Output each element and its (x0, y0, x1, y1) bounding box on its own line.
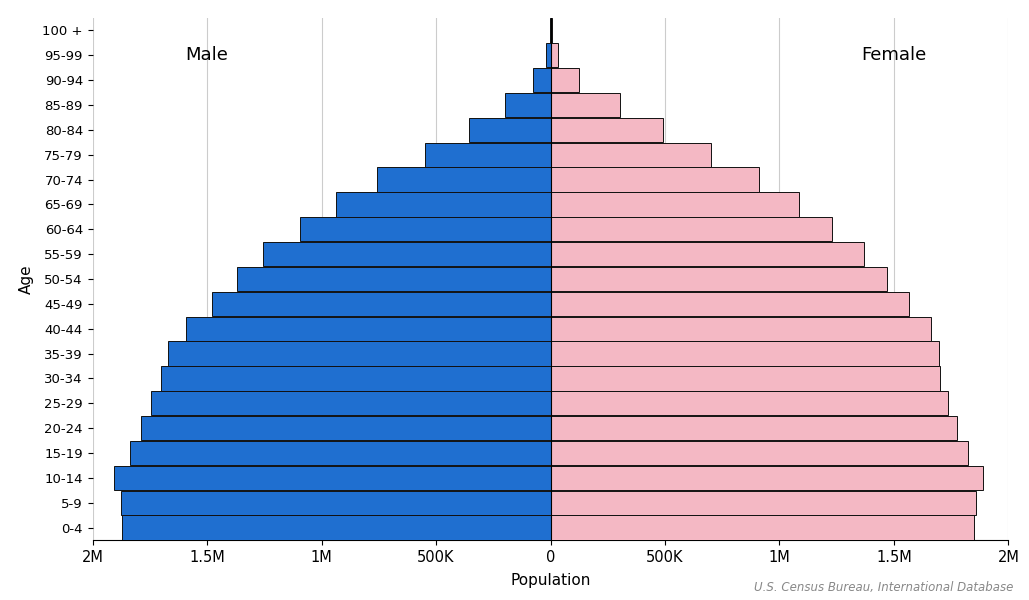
Bar (551, 292, 909, 316)
Bar (551, 317, 930, 341)
Bar (551, 441, 968, 465)
Bar (131, 441, 551, 465)
Bar (551, 466, 984, 490)
Bar (551, 167, 758, 192)
Bar (551, 491, 977, 515)
Bar (551, 242, 864, 266)
Bar (551, 341, 938, 366)
Bar (122, 515, 551, 540)
Bar (551, 391, 948, 415)
Bar (299, 217, 551, 241)
Bar (546, 43, 551, 67)
X-axis label: Population: Population (510, 573, 591, 588)
Bar (263, 242, 551, 266)
Bar (551, 366, 939, 391)
Bar (114, 466, 551, 490)
Bar (237, 267, 551, 291)
Text: Female: Female (861, 46, 926, 64)
Bar (551, 18, 552, 43)
Text: Male: Male (185, 46, 228, 64)
Y-axis label: Age: Age (20, 264, 34, 294)
Bar (186, 317, 551, 341)
Bar (551, 118, 663, 142)
Bar (425, 143, 551, 167)
Bar (551, 515, 974, 540)
Bar (533, 68, 551, 92)
Bar (336, 192, 551, 217)
Bar (551, 416, 957, 440)
Bar (151, 391, 551, 415)
Bar (551, 217, 832, 241)
Bar (168, 341, 551, 366)
Bar (551, 143, 711, 167)
Bar (551, 267, 887, 291)
Bar (504, 93, 551, 117)
Bar (121, 491, 551, 515)
Bar (551, 68, 579, 92)
Bar (551, 93, 620, 117)
Bar (162, 366, 551, 391)
Bar (377, 167, 551, 192)
Bar (551, 43, 558, 67)
Bar (141, 416, 551, 440)
Bar (212, 292, 551, 316)
Bar (469, 118, 551, 142)
Text: U.S. Census Bureau, International Database: U.S. Census Bureau, International Databa… (754, 581, 1014, 594)
Bar (551, 192, 799, 217)
